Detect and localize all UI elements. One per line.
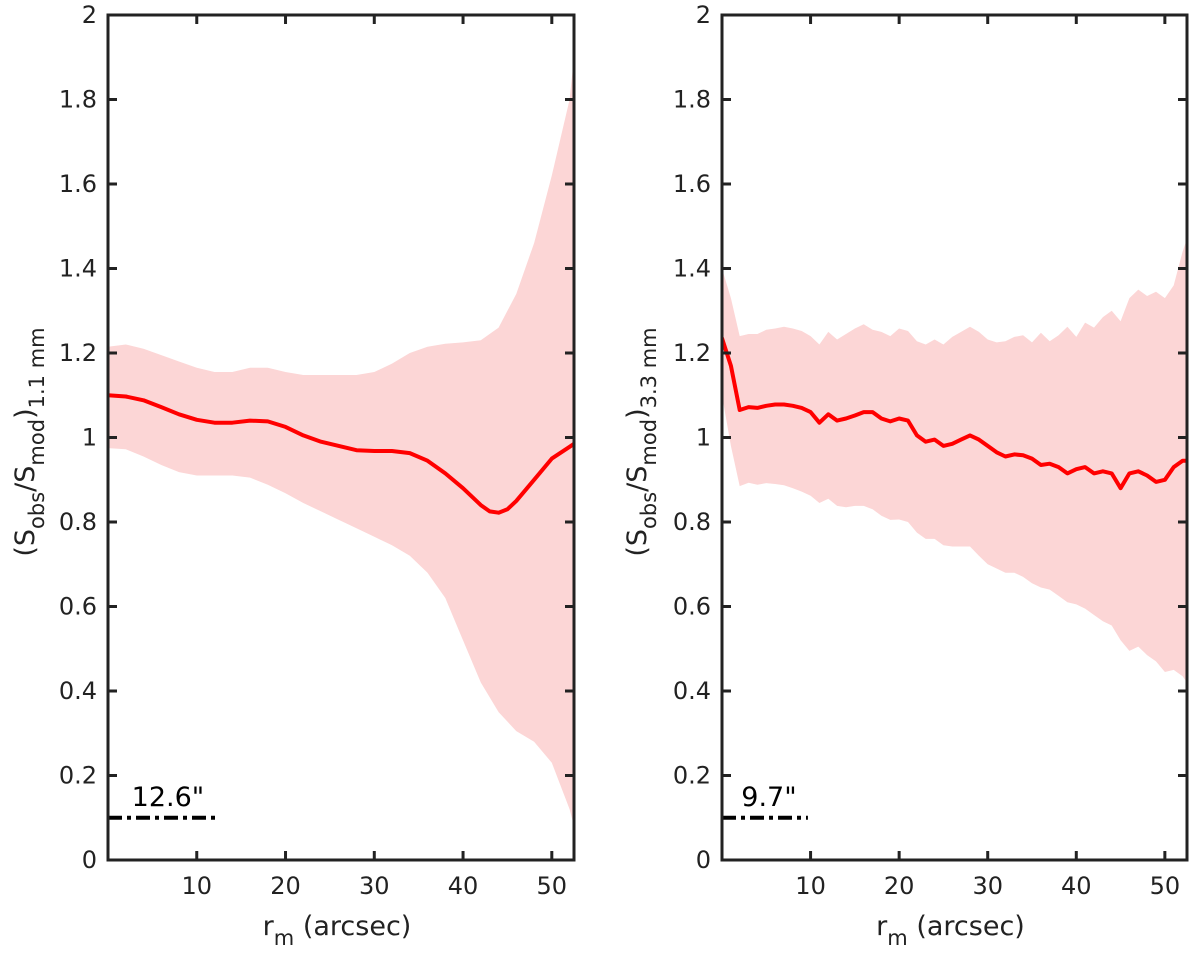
right-ytick-label: 2 <box>696 1 711 29</box>
left-xtick-label: 50 <box>537 872 568 900</box>
left-x-axis-label-subscript: m <box>274 926 294 950</box>
right-ytick-label: 0.4 <box>673 677 711 705</box>
right-ytick-label: 1.4 <box>673 255 711 283</box>
right-ytick-label: 1.8 <box>673 86 711 114</box>
left-y-axis-label-band: 1.1 mm <box>25 327 49 408</box>
left-y-axis-label-sub: obs <box>25 492 49 529</box>
right-y-axis-label-sub: mod <box>637 419 661 466</box>
left-ytick-label: 1.2 <box>59 339 97 367</box>
right-x-axis-label-main: r <box>876 911 888 942</box>
left-y-axis-label-part: /S <box>10 466 41 492</box>
left-ytick-label: 0 <box>82 846 97 874</box>
right-xtick-label: 10 <box>795 872 826 900</box>
left-chart-panel: 12.6" 0 0.2 0.4 0.6 0.8 1 1.2 1.4 1.6 1.8 2 10 20 30 40… <box>10 1 576 950</box>
right-ytick-label: 0 <box>696 846 711 874</box>
left-y-axis-label-sub: mod <box>25 419 49 466</box>
left-xtick-label: 40 <box>448 872 479 900</box>
right-ytick-label: 0.2 <box>673 762 711 790</box>
left-ytick-label: 2 <box>82 1 97 29</box>
right-y-axis-label: (Sobs/Smod)3.3 mm <box>622 327 661 556</box>
right-series-line-ratio <box>722 336 1187 491</box>
right-beam-size-label: 9.7" <box>741 782 796 813</box>
right-xtick-label: 40 <box>1061 872 1092 900</box>
right-ytick-label: 0.8 <box>673 508 711 536</box>
right-ytick-label: 1 <box>696 424 711 452</box>
right-ytick-label: 1.2 <box>673 339 711 367</box>
left-xtick-label: 30 <box>359 872 390 900</box>
right-xtick-label: 30 <box>972 872 1003 900</box>
right-ytick-label: 1.6 <box>673 170 711 198</box>
left-beam-size-label: 12.6" <box>132 782 205 813</box>
left-y-axis-label: (Sobs/Smod)1.1 mm <box>10 327 49 556</box>
left-x-axis-label: rm (arcsec) <box>263 911 412 950</box>
right-ytick-label: 0.6 <box>673 593 711 621</box>
left-x-axis-label-main: r <box>263 911 275 942</box>
left-y-axis-label-part: (S <box>10 529 41 557</box>
right-uncertainty-band <box>722 238 1187 683</box>
left-ytick-label: 0.2 <box>59 762 97 790</box>
right-xtick-label: 20 <box>884 872 915 900</box>
left-ytick-label: 1 <box>82 424 97 452</box>
right-xtick-label: 50 <box>1150 872 1181 900</box>
left-xtick-label: 10 <box>181 872 212 900</box>
right-x-axis-label-units: (arcsec) <box>908 911 1025 942</box>
right-y-axis-label-band: 3.3 mm <box>637 327 661 408</box>
left-uncertainty-band <box>108 57 574 827</box>
left-series-line-ratio <box>108 393 574 515</box>
left-x-axis-label-units: (arcsec) <box>294 911 411 942</box>
left-ytick-label: 0.6 <box>59 593 97 621</box>
left-y-axis-label-part: ) <box>10 408 41 419</box>
left-plot-area <box>108 57 574 827</box>
right-chart-panel: 9.7" 0 0.2 0.4 0.6 0.8 1 1.2 1.4 1.6 1.8 2 10 20 30 40 5… <box>622 1 1189 950</box>
right-y-axis-label-part: (S <box>622 529 653 557</box>
right-x-axis-label-subscript: m <box>887 926 907 950</box>
right-y-axis-label-part: ) <box>622 408 653 419</box>
left-ytick-label: 0.8 <box>59 508 97 536</box>
left-ytick-label: 1.6 <box>59 170 97 198</box>
right-plot-area <box>722 238 1187 820</box>
right-y-axis-label-sub: obs <box>637 492 661 529</box>
left-ytick-label: 1.8 <box>59 86 97 114</box>
left-ytick-label: 1.4 <box>59 255 97 283</box>
right-x-axis-label: rm (arcsec) <box>876 911 1025 950</box>
left-ytick-label: 0.4 <box>59 677 97 705</box>
right-y-axis-label-part: /S <box>622 466 653 492</box>
left-xtick-label: 20 <box>270 872 301 900</box>
